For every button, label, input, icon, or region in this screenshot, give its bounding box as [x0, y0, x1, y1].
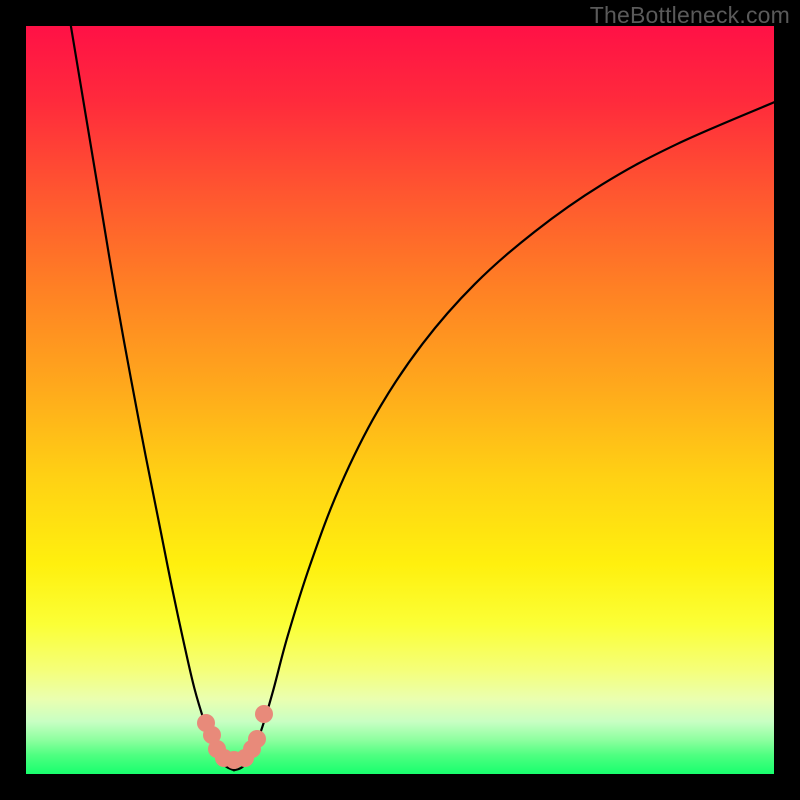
watermark-text: TheBottleneck.com [590, 2, 790, 29]
outer-frame: TheBottleneck.com [0, 0, 800, 800]
curve-right-branch [234, 102, 774, 770]
curve-left-branch [71, 26, 234, 770]
plot-area [26, 26, 774, 774]
marker-dot [255, 705, 273, 723]
bottleneck-curve [26, 26, 774, 774]
marker-dot [248, 730, 266, 748]
